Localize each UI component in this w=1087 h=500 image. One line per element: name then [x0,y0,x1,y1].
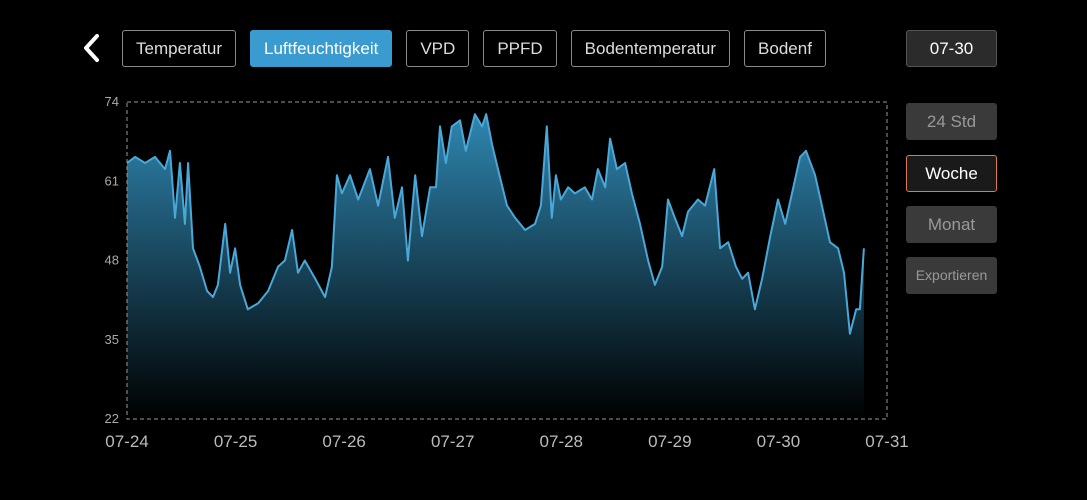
tab[interactable]: Temperatur [122,30,236,67]
y-tick-label: 35 [105,332,119,347]
range-button[interactable]: Monat [906,206,997,243]
x-tick-label: 07-28 [540,432,583,451]
back-button[interactable] [75,20,115,80]
x-tick-label: 07-25 [214,432,257,451]
y-tick-label: 74 [105,94,119,109]
date-button[interactable]: 07-30 [906,30,997,67]
export-button[interactable]: Exportieren [906,257,997,294]
x-tick-label: 07-24 [105,432,148,451]
y-tick-label: 61 [105,173,119,188]
x-tick-label: 07-30 [757,432,800,451]
tab[interactable]: PPFD [483,30,557,67]
y-tick-label: 22 [105,411,119,426]
plot-frame [126,101,888,420]
tab[interactable]: Bodentemperatur [570,30,731,67]
line [126,113,865,335]
tab[interactable]: VPD [406,30,470,67]
tab-bar: Temperatur Luftfeuchtigkeit VPD PPFD Bodente… [122,30,826,67]
y-tick-label: 48 [105,253,119,268]
back-arrow [84,34,99,62]
x-tick-label: 07-27 [431,432,474,451]
tab[interactable]: Luftfeuchtigkeit [249,30,393,67]
tab[interactable]: Bodenf [744,30,826,67]
x-tick-label: 07-29 [648,432,691,451]
range-button[interactable]: 24 Std [906,103,997,140]
x-tick-label: 07-31 [865,432,908,451]
x-tick-label: 07-26 [322,432,365,451]
range-button[interactable]: Woche [906,155,997,192]
area [127,114,864,419]
